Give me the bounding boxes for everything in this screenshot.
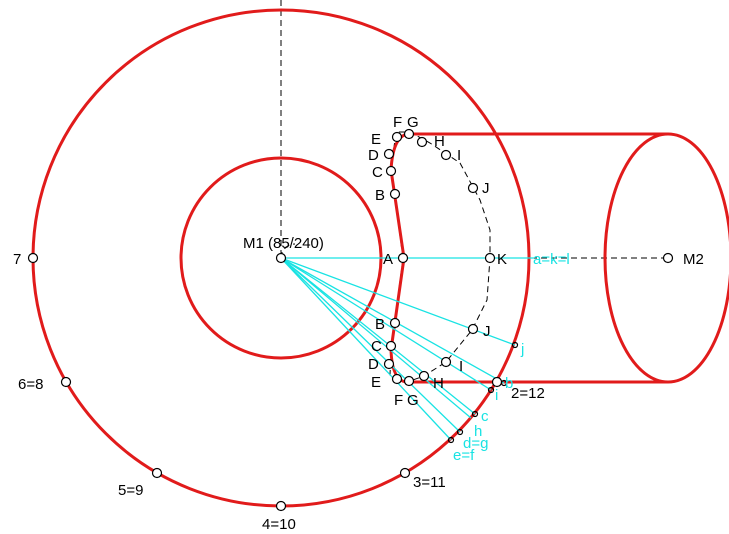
- bottom-label-H: H: [433, 375, 444, 392]
- top-label-E: E: [371, 131, 381, 148]
- tangent-label-b: b: [505, 375, 513, 392]
- bottom-label-E: E: [371, 374, 381, 391]
- tangent-label-c: c: [481, 408, 489, 425]
- top-label-C: C: [372, 164, 383, 181]
- tangent-label-dg: d=g: [463, 435, 488, 452]
- top-label-D: D: [368, 147, 379, 164]
- top-label-B: B: [375, 187, 385, 204]
- bottom-label-C: C: [371, 338, 382, 355]
- point-7-label: 7: [13, 251, 21, 268]
- top-label-F: F: [393, 114, 402, 131]
- bottom-label-F: F: [394, 392, 403, 409]
- top-label-G: G: [407, 114, 419, 131]
- tangent-label-j: j: [520, 341, 524, 358]
- top-label-K: K: [497, 251, 507, 268]
- top-label-H: H: [434, 133, 445, 150]
- point-6-8-label: 6=8: [18, 376, 43, 393]
- bottom-label-G: G: [407, 392, 419, 409]
- m1-label: M1 (85/240): [243, 235, 324, 252]
- point-5-9-label: 5=9: [118, 482, 143, 499]
- tangent-label-akl: a=k=l: [533, 251, 570, 268]
- top-label-A: A: [383, 251, 393, 268]
- point-4-10-label: 4=10: [262, 516, 296, 533]
- bottom-label-J: J: [483, 323, 491, 340]
- top-label-I: I: [457, 147, 461, 164]
- top-label-J: J: [482, 180, 490, 197]
- m2-label: M2: [683, 251, 704, 268]
- point-2-12-label: 2=12: [511, 385, 545, 402]
- bottom-label-B: B: [375, 316, 385, 333]
- bottom-label-D: D: [368, 356, 379, 373]
- markers: [27, 128, 674, 512]
- tangent-label-h: h: [474, 423, 482, 440]
- point-3-11-label: 3=11: [413, 474, 446, 491]
- bottom-label-I: I: [459, 358, 463, 375]
- tangent-label-i: i: [495, 387, 498, 404]
- tangent-label-ef: e=f: [453, 447, 475, 464]
